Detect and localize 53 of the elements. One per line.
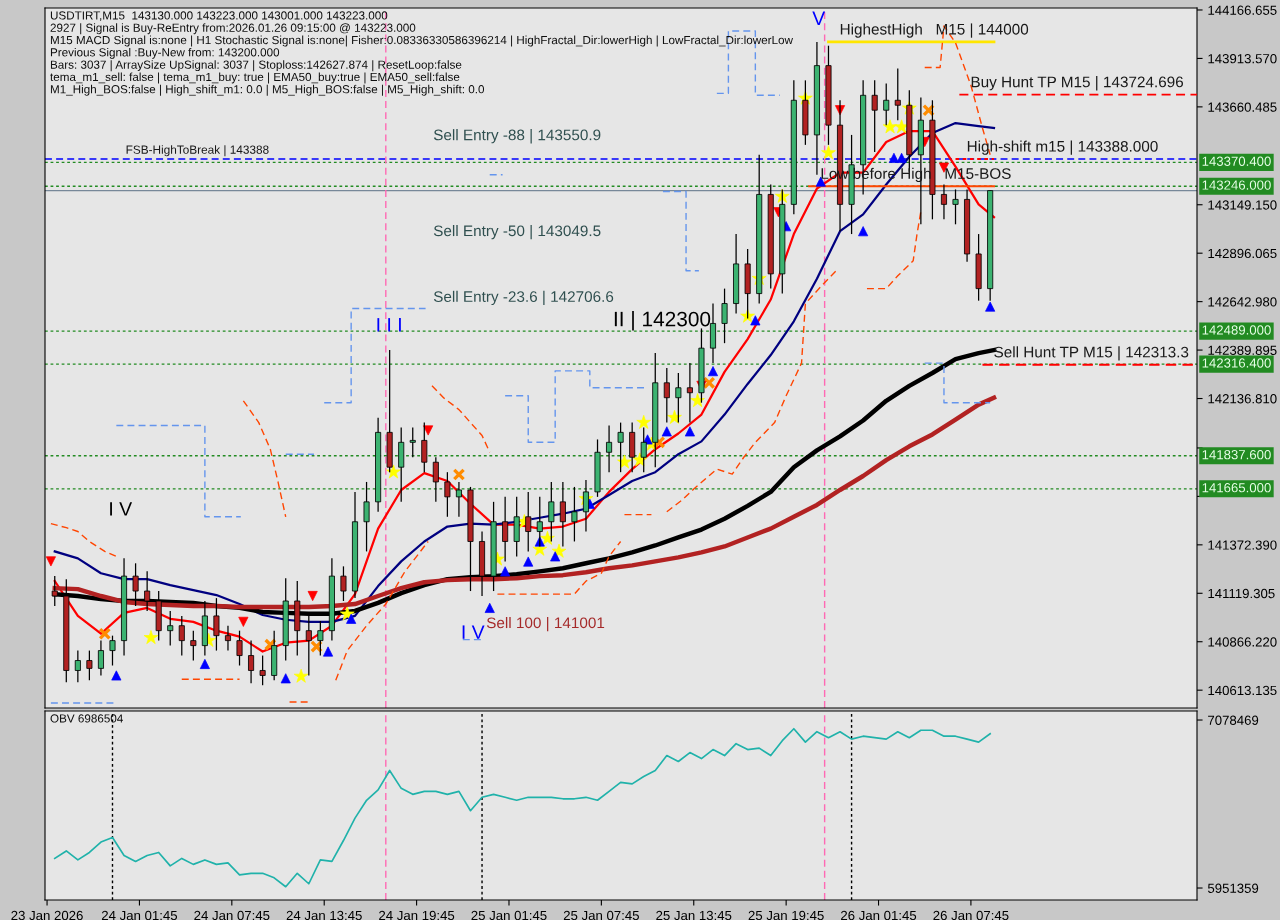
annotation: Previous Signal :Buy-New from: 143200.000 [50,47,280,59]
chart-title: USDTIRT,M15 143130.000 143223.000 143001.000 143223.000 [50,11,388,21]
y-tick-label: 140866.220 [1208,637,1277,647]
annotation: Sell 100 | 141001 [486,617,605,632]
annotation: Sell Entry -88 | 143550.9 [433,129,601,144]
x-tick-label: 25 Jan 19:45 [748,910,824,920]
ref-line-label: 143370.400 [1202,156,1271,166]
annotation: I I I [377,318,401,332]
x-tick-label: 26 Jan 01:45 [841,910,917,920]
annotation: I V [462,625,485,639]
ref-line-label: 141837.600 [1202,449,1271,460]
ref-line-label: 143246.000 [1202,180,1271,190]
y-tick-label: 7078469 [1208,715,1259,725]
annotation: 2927 | Signal is Buy-ReEntry from:2026.01.26 09:15:00 @ 143223.000 [50,23,416,35]
y-tick-label: 143913.570 [1208,53,1277,64]
x-tick-label: 24 Jan 07:45 [194,910,270,920]
series-label: HighestHigh M15 | 144000 [840,23,1029,38]
annotation: tema_m1_sell: false | tema_m1_buy: true | EMA50_buy:true | EMA50_sell:false [50,72,460,84]
annotation: II | 142300 [614,311,711,331]
x-tick-label: 24 Jan 01:45 [101,910,178,920]
annotation: Sell Entry -50 | 143049.5 [433,225,601,240]
annotation: V [812,11,826,25]
x-tick-label: 25 Jan 07:45 [563,910,639,920]
annotation: Bars: 3037 | ArraySize UpSignal: 3037 | Stoploss:142627.874 | ResetLoop:false [50,60,462,72]
y-tick-label: 144166.655 [1208,5,1277,15]
series-label: Sell Hunt TP M15 | 142313.3 [994,346,1189,361]
x-tick-label: 25 Jan 13:45 [656,910,732,920]
y-tick-label: 142136.810 [1208,394,1277,404]
ref-line-label: FSB-HighToBreak | 143388 [126,145,269,157]
y-tick-label: 142642.980 [1208,297,1277,307]
y-tick-label: 140613.135 [1208,685,1277,696]
annotation: M1_High_BOS:false | High_shift_m1: 0.0 | M5_High_BOS:false | M5_High_shift: 0.0 [50,84,485,96]
annotation: Sell Entry -23.6 | 142706.6 [433,290,614,306]
ref-line-label: 142316.400 [1202,358,1271,368]
x-tick-label: 25 Jan 01:45 [471,910,547,920]
annotation: I V [110,502,133,516]
y-tick-label: 143149.150 [1208,200,1277,210]
y-tick-label: 5951359 [1207,883,1259,893]
series-label: High-shift m15 | 143388.000 [967,140,1158,155]
y-tick-label: 143660.485 [1208,102,1277,112]
x-tick-label: 24 Jan 13:45 [286,910,362,920]
y-tick-label: 141119.305 [1208,588,1275,599]
annotation: M15 MACD Signal is:none | H1 Stochastic Signal is:none| Fisher:0.08336330586396214 | HighFractal_Dir:lowerHigh | LowFractal_Dir:lowerLow [50,35,793,47]
chart-title: OBV 6986504 [50,714,123,723]
ref-line-label: 142489.000 [1202,325,1271,335]
y-tick-label: 142896.065 [1208,248,1277,259]
x-tick-label: 26 Jan 07:45 [933,910,1009,920]
x-tick-label: 23 Jan 2026 [11,910,83,920]
x-tick-label: 24 Jan 19:45 [379,910,455,920]
ref-line-label: 141665.000 [1202,483,1271,493]
series-label: Buy Hunt TP M15 | 143724.696 [971,76,1184,91]
y-tick-label: 141372.390 [1208,540,1277,550]
y-tick-label: 142389.895 [1208,345,1277,355]
